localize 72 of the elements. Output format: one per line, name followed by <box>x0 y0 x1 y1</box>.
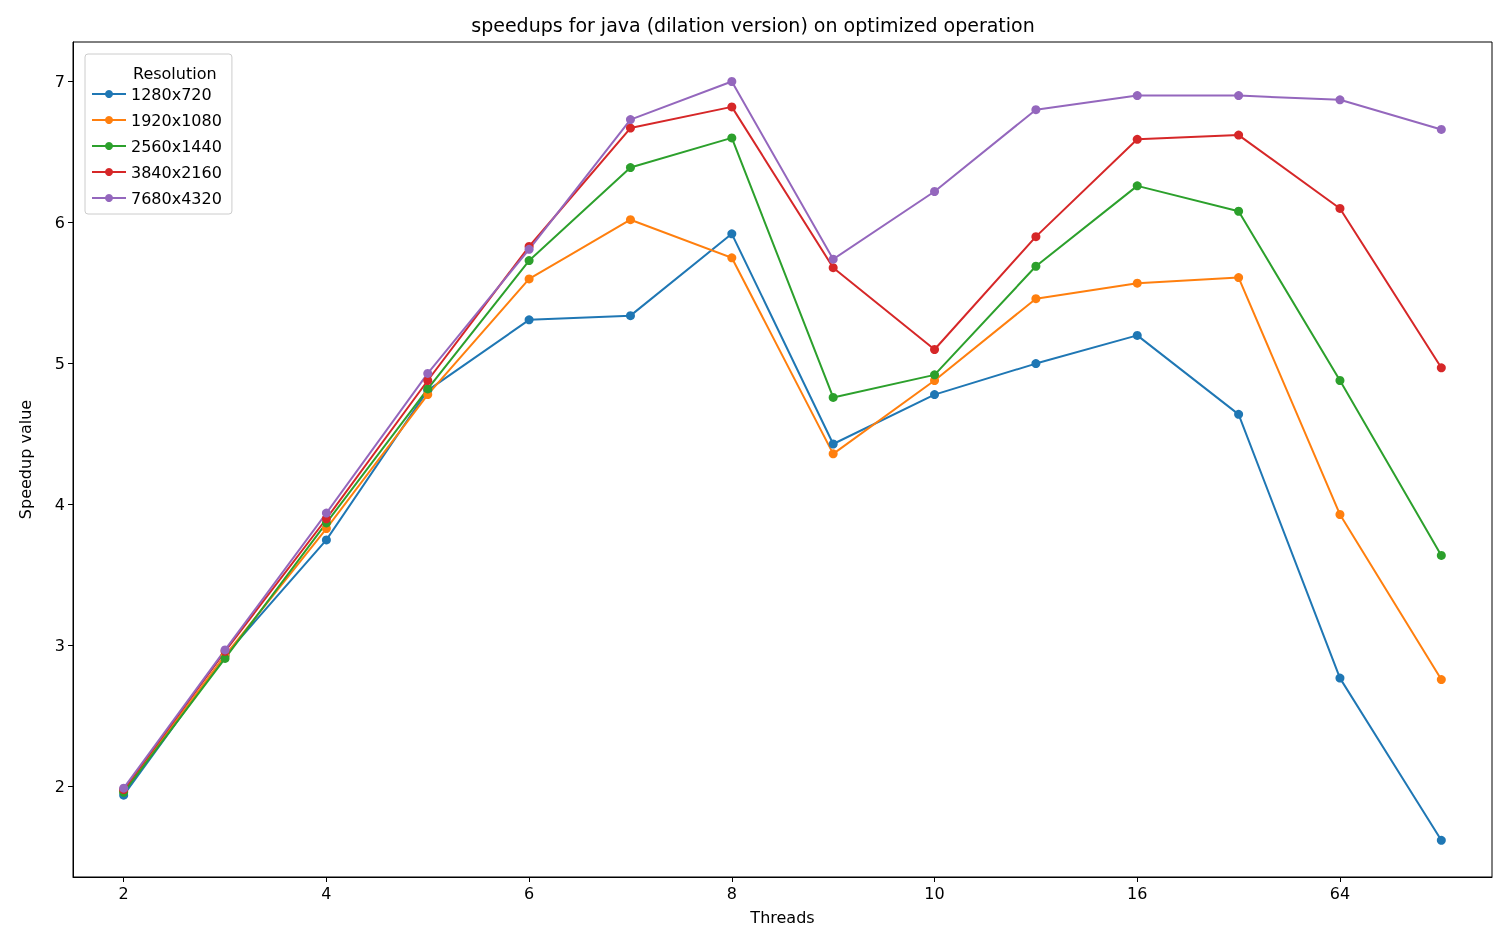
legend-label: 2560x1440 <box>131 136 222 156</box>
point <box>1335 203 1345 213</box>
point <box>1132 134 1142 144</box>
point <box>1031 105 1041 115</box>
x-axis-title: Threads <box>749 907 815 927</box>
point <box>828 392 838 402</box>
point <box>625 123 635 133</box>
point <box>828 449 838 459</box>
point <box>1234 273 1244 283</box>
y-tick-label: 4 <box>54 495 65 515</box>
point <box>321 535 331 545</box>
point <box>524 315 534 325</box>
point <box>1335 95 1345 105</box>
chart-title: speedups for java (dilation version) on optimized operation <box>471 13 1035 36</box>
point <box>1436 675 1446 685</box>
point <box>423 368 433 378</box>
x-tick-label: 16 <box>1127 883 1148 903</box>
point <box>1335 376 1345 386</box>
point <box>727 253 737 263</box>
point <box>1132 91 1142 101</box>
legend-label: 1280x720 <box>131 84 212 104</box>
point <box>1436 363 1446 373</box>
x-tick-label: 2 <box>118 883 129 903</box>
y-tick-label: 3 <box>54 636 65 656</box>
point <box>1436 835 1446 845</box>
point <box>625 215 635 225</box>
point <box>625 311 635 321</box>
legend-label: 3840x2160 <box>131 162 222 182</box>
y-tick-label: 6 <box>54 213 65 233</box>
legend-title: Resolution <box>133 63 217 83</box>
point <box>1335 510 1345 520</box>
point <box>930 344 940 354</box>
point <box>727 102 737 112</box>
point <box>828 439 838 449</box>
point <box>524 274 534 284</box>
x-tick-label: 64 <box>1329 883 1351 903</box>
legend-label: 7680x4320 <box>131 188 222 208</box>
point <box>1031 359 1041 369</box>
x-tick-label: 6 <box>524 883 535 903</box>
point <box>1031 232 1041 242</box>
point <box>930 390 940 400</box>
y-tick-label: 5 <box>54 354 65 374</box>
point <box>625 163 635 173</box>
point <box>727 77 737 86</box>
point <box>727 229 737 239</box>
point <box>828 263 838 273</box>
point <box>1234 409 1244 419</box>
y-axis-title: Speedup value <box>15 399 35 520</box>
point <box>1132 330 1142 340</box>
point <box>1436 124 1446 134</box>
point <box>1234 91 1244 101</box>
point <box>727 133 737 143</box>
point <box>930 187 940 197</box>
point <box>1031 294 1041 304</box>
point <box>1335 673 1345 683</box>
x-tick-label: 4 <box>321 883 332 903</box>
point <box>1031 261 1041 271</box>
y-tick-label: 2 <box>54 777 65 797</box>
point <box>524 256 534 266</box>
point <box>1234 130 1244 140</box>
point <box>321 508 331 518</box>
point <box>930 370 940 380</box>
point <box>828 254 838 264</box>
legend-label: 1920x1080 <box>131 110 222 130</box>
point <box>1436 550 1446 560</box>
x-tick-label: 10 <box>924 883 945 903</box>
y-tick-label: 7 <box>54 71 65 91</box>
x-tick-label: 8 <box>726 883 737 903</box>
point <box>1132 278 1142 288</box>
point <box>1132 181 1142 191</box>
point <box>625 115 635 125</box>
point <box>1234 206 1244 216</box>
